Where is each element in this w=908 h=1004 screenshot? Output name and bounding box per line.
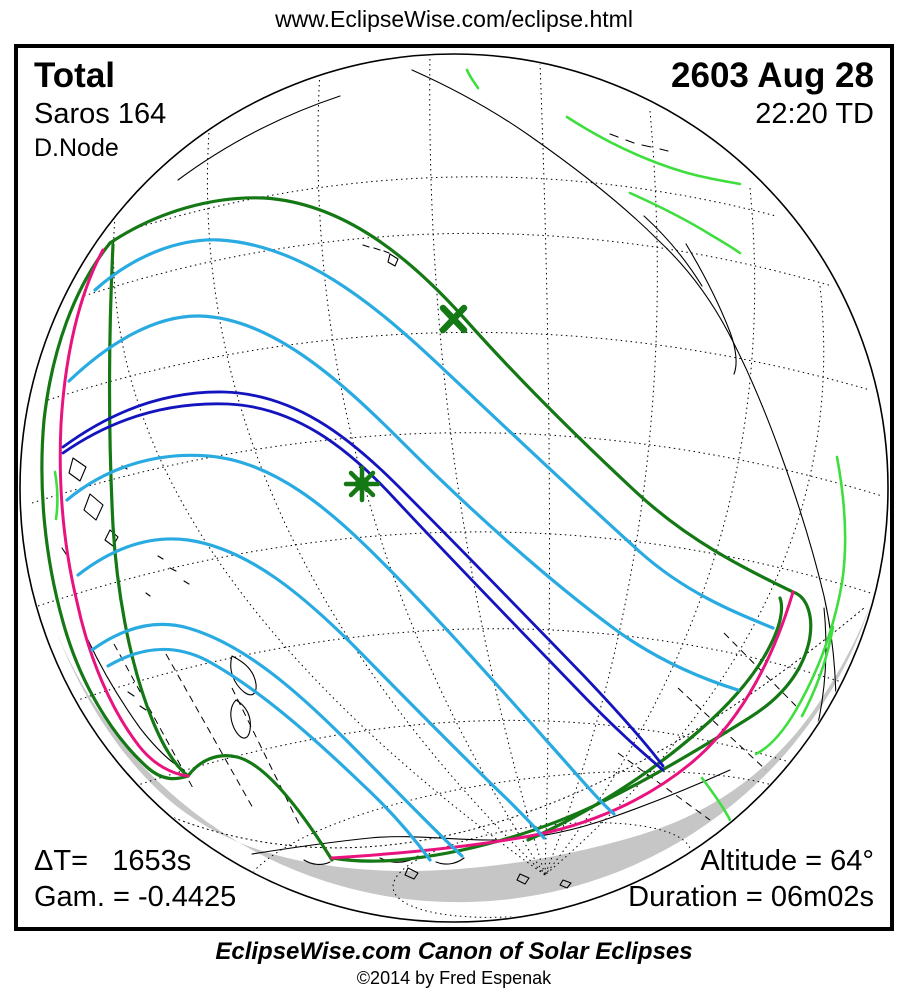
- sunset-terminator: [330, 590, 795, 860]
- highlight-na-coast-2: [628, 191, 742, 255]
- central-path: [61, 390, 665, 772]
- aleutian-islands: [609, 133, 669, 152]
- max-eclipse-curves: [65, 238, 775, 862]
- eclipse-info-bottom-right: Altitude = 64° Duration = 06m02s: [628, 843, 874, 915]
- copyright: ©2014 by Fred Espenak: [356, 968, 552, 988]
- inner-cap: [526, 596, 784, 842]
- coast-highlights: [53, 68, 847, 822]
- highlight-japan: [53, 470, 59, 521]
- max-curve-6: [106, 647, 432, 862]
- terminator-dashed-grid: [113, 607, 865, 849]
- highlight-south-america: [754, 455, 847, 756]
- west-limb-limit: [40, 241, 190, 781]
- eclipse-markers: [343, 304, 468, 503]
- gamma-value: Gam. = -0.4425: [34, 881, 237, 913]
- sunrise-terminator: [58, 248, 190, 778]
- coast-australia-limb: [87, 639, 185, 771]
- eclipse-time: 22:20 TD: [755, 98, 874, 130]
- eclipse-info-top-right: 2603 Aug 28 22:20 TD: [671, 56, 874, 132]
- eclipse-info-bottom-left: ΔT= 1653s Gam. = -0.4425: [34, 843, 236, 915]
- saros-number: Saros 164: [34, 98, 167, 130]
- max-curve-3: [65, 453, 616, 816]
- globe-outline: [19, 53, 889, 923]
- south-limit-hump: [186, 754, 334, 862]
- altitude-value: Altitude = 64°: [700, 845, 874, 877]
- eclipse-info-top-left: Total Saros 164 D.Node: [34, 56, 166, 164]
- terminator-curves: [58, 248, 795, 860]
- map-frame: Total Saros 164 D.Node 2603 Aug 28 22:20…: [14, 44, 894, 931]
- highlight-na-coast-1: [565, 115, 742, 186]
- sunrise-limit-vertical: [108, 243, 190, 778]
- umbral-south-limit: [61, 402, 665, 772]
- greatest-eclipse-asterisk: [343, 465, 381, 503]
- highlight-alaska: [465, 68, 480, 90]
- duration-value: Duration = 06m02s: [628, 881, 874, 913]
- highlight-chile-gray: [700, 776, 732, 822]
- max-curve-4: [76, 537, 546, 840]
- delta-t-value: ΔT= 1653s: [34, 845, 192, 877]
- node-label: D.Node: [34, 134, 119, 162]
- max-curve-2: [67, 314, 740, 692]
- umbral-north-limit: [61, 390, 665, 768]
- coast-antarctica: [251, 769, 731, 889]
- hawaiian-islands: [362, 244, 399, 267]
- max-curve-1: [93, 238, 775, 630]
- canon-title: EclipseWise.com Canon of Solar Eclipses: [215, 938, 693, 965]
- globe-map: [19, 53, 889, 923]
- night-shading: [55, 600, 872, 903]
- max-curve-5: [90, 622, 464, 858]
- highlight-chile-inner: [800, 625, 835, 718]
- pacific-islands: [145, 555, 190, 597]
- coast-baja-gulf: [643, 215, 737, 375]
- eclipse-type: Total: [34, 56, 116, 95]
- eclipse-date: 2603 Aug 28: [671, 56, 874, 95]
- url-text: www.EclipseWise.com/eclipse.html: [275, 6, 633, 32]
- x-marker: [439, 304, 468, 334]
